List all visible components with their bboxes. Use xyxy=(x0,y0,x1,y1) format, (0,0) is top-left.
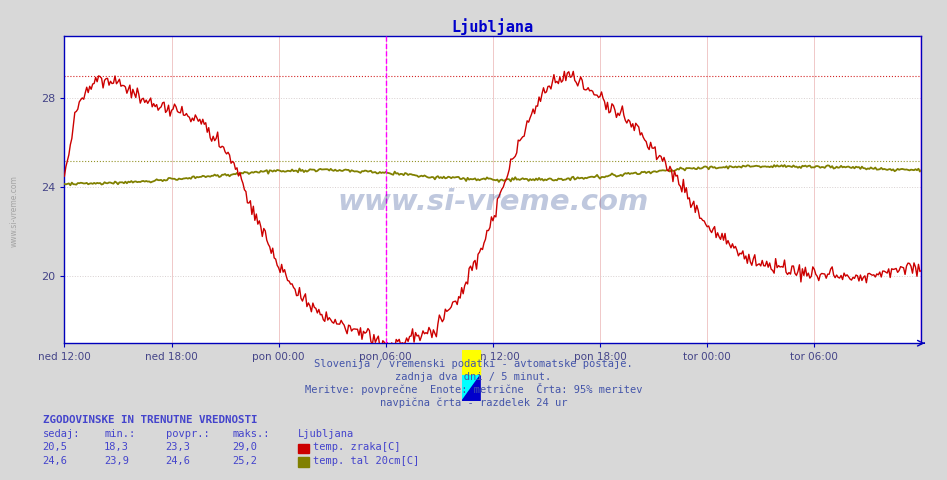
Text: temp. zraka[C]: temp. zraka[C] xyxy=(313,442,400,452)
Text: Meritve: povprečne  Enote: metrične  Črta: 95% meritev: Meritve: povprečne Enote: metrične Črta:… xyxy=(305,383,642,395)
Text: maks.:: maks.: xyxy=(232,429,270,439)
Text: 23,9: 23,9 xyxy=(104,456,129,466)
Text: 18,3: 18,3 xyxy=(104,442,129,452)
Text: 24,6: 24,6 xyxy=(166,456,190,466)
Text: zadnja dva dni / 5 minut.: zadnja dva dni / 5 minut. xyxy=(396,372,551,382)
Text: www.si-vreme.com: www.si-vreme.com xyxy=(337,188,649,216)
Text: min.:: min.: xyxy=(104,429,135,439)
Text: sedaj:: sedaj: xyxy=(43,429,80,439)
Text: povpr.:: povpr.: xyxy=(166,429,209,439)
Text: 29,0: 29,0 xyxy=(232,442,257,452)
Text: 20,5: 20,5 xyxy=(43,442,67,452)
Text: navpična črta - razdelek 24 ur: navpična črta - razdelek 24 ur xyxy=(380,397,567,408)
Text: Ljubljana: Ljubljana xyxy=(298,429,354,439)
Text: 23,3: 23,3 xyxy=(166,442,190,452)
Text: 25,2: 25,2 xyxy=(232,456,257,466)
Title: Ljubljana: Ljubljana xyxy=(452,18,534,35)
Text: temp. tal 20cm[C]: temp. tal 20cm[C] xyxy=(313,456,419,466)
Polygon shape xyxy=(462,375,480,401)
Text: Slovenija / vremenski podatki - avtomatske postaje.: Slovenija / vremenski podatki - avtomats… xyxy=(314,359,633,369)
Bar xyxy=(462,350,480,375)
Polygon shape xyxy=(462,375,480,401)
Text: www.si-vreme.com: www.si-vreme.com xyxy=(9,175,19,247)
Text: ZGODOVINSKE IN TRENUTNE VREDNOSTI: ZGODOVINSKE IN TRENUTNE VREDNOSTI xyxy=(43,415,258,425)
Text: 24,6: 24,6 xyxy=(43,456,67,466)
